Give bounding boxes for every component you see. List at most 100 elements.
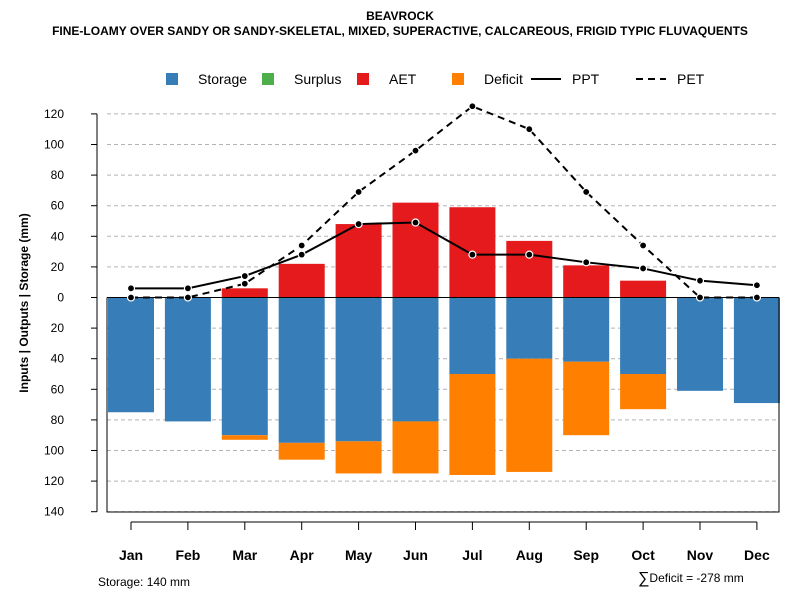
point-pet-sep	[582, 187, 591, 197]
legend-swatch-deficit	[452, 73, 464, 85]
bar-deficit-jun	[392, 421, 439, 474]
y-tick-label: 120	[44, 107, 64, 121]
y-tick-label: 60	[51, 382, 65, 396]
y-tick-label: 40	[51, 352, 65, 366]
y-tick-label: 0	[57, 291, 64, 305]
point-pet-aug	[525, 125, 534, 134]
y-tick-label: 80	[51, 168, 65, 182]
point-ppt-sep	[582, 258, 591, 267]
bar-deficit-mar	[221, 435, 268, 440]
point-ppt-may	[354, 219, 363, 229]
y-tick-label: 120	[44, 474, 64, 488]
x-tick-label-oct: Oct	[631, 547, 655, 563]
point-ppt-apr	[297, 250, 306, 259]
bar-deficit-may	[335, 441, 382, 474]
x-tick-label-apr: Apr	[290, 547, 315, 563]
bar-aet-oct	[620, 280, 667, 298]
bar-aet-may	[335, 224, 382, 298]
bar-deficit-apr	[278, 442, 325, 460]
bar-storage-mar	[221, 297, 268, 436]
bar-aet-apr	[278, 263, 325, 298]
x-tick-label-jun: Jun	[403, 547, 428, 563]
x-tick-label-aug: Aug	[516, 547, 543, 563]
bar-storage-jun	[392, 297, 439, 422]
point-ppt-dec	[752, 281, 762, 290]
point-pet-apr	[297, 241, 306, 250]
point-ppt-aug	[525, 250, 534, 259]
y-tick-label: 40	[51, 229, 65, 243]
point-ppt-jul	[468, 250, 477, 259]
bars	[108, 202, 780, 475]
y-tick-label: 20	[51, 260, 65, 274]
legend-label-ppt: PPT	[572, 71, 600, 87]
legend-swatch-surplus	[262, 73, 274, 85]
y-tick-label: 80	[51, 413, 65, 427]
legend-label-deficit: Deficit	[484, 71, 523, 87]
bar-storage-sep	[563, 297, 610, 362]
point-pet-jul	[468, 102, 477, 111]
x-tick-label-jan: Jan	[119, 547, 143, 563]
point-pet-jan	[126, 293, 136, 302]
legend-label-surplus: Surplus	[294, 71, 341, 87]
x-tick-label-nov: Nov	[687, 547, 714, 563]
line-ppt	[131, 221, 757, 290]
bar-storage-oct	[620, 297, 667, 374]
point-ppt-oct	[638, 264, 648, 273]
series-lines	[126, 102, 762, 302]
bar-deficit-jul	[449, 374, 496, 475]
x-tick-label-mar: Mar	[232, 547, 257, 563]
y-tick-label: 20	[51, 321, 65, 335]
point-ppt-feb	[183, 284, 192, 293]
legend-swatch-aet	[357, 73, 369, 85]
x-tick-label-sep: Sep	[573, 547, 599, 563]
bar-storage-dec	[733, 297, 780, 404]
sigma-symbol: ∑	[638, 570, 650, 587]
point-pet-may	[354, 187, 363, 197]
bar-storage-apr	[278, 297, 325, 443]
point-ppt-nov	[695, 276, 705, 285]
x-tick-label-dec: Dec	[744, 547, 770, 563]
point-ppt-jan	[126, 284, 136, 293]
y-tick-label: 100	[44, 138, 64, 152]
legend: Storage Surplus AET Deficit PPT PET	[166, 71, 705, 87]
point-ppt-jun	[411, 218, 420, 227]
y-tick-label: 140	[44, 505, 64, 519]
bar-deficit-sep	[563, 361, 610, 436]
legend-label-pet: PET	[677, 71, 705, 87]
y-axis-label: Inputs | Outputs | Storage (mm)	[17, 213, 31, 392]
chart-subtitle: FINE-LOAMY OVER SANDY OR SANDY-SKELETAL,…	[52, 24, 748, 38]
bar-storage-jul	[449, 297, 496, 374]
x-tick-label-may: May	[345, 547, 372, 563]
point-pet-oct	[638, 241, 648, 250]
bar-deficit-oct	[620, 374, 667, 410]
point-ppt-mar	[240, 271, 249, 281]
bar-aet-aug	[506, 240, 553, 298]
point-pet-dec	[752, 293, 762, 302]
point-pet-mar	[240, 279, 249, 288]
point-pet-feb	[183, 293, 192, 302]
bar-storage-jan	[108, 297, 154, 413]
plot-border	[106, 297, 780, 513]
chart-title: BEAVROCK	[366, 9, 434, 23]
bar-aet-mar	[221, 288, 268, 298]
point-pet-nov	[695, 293, 705, 302]
line-pet	[131, 105, 757, 299]
x-tick-label-feb: Feb	[175, 547, 200, 563]
bar-aet-sep	[563, 265, 610, 298]
y-tick-label: 60	[51, 199, 65, 213]
axes: 120 100 80 60 40 20 0 20 40 60 80 100 120 140 Jan Feb Ma…	[44, 107, 780, 563]
bar-aet-jun	[392, 202, 439, 298]
storage-note: Storage: 140 mm	[98, 575, 191, 589]
legend-label-aet: AET	[389, 71, 417, 87]
bar-storage-nov	[677, 297, 723, 391]
legend-label-storage: Storage	[198, 71, 247, 87]
x-tick-label-jul: Jul	[462, 547, 482, 563]
y-tick-label: 100	[44, 444, 64, 458]
legend-swatch-storage	[166, 73, 178, 85]
bar-deficit-aug	[506, 358, 553, 472]
bar-storage-may	[335, 297, 382, 442]
deficit-note: ∑Deficit = -278 mm	[638, 570, 744, 588]
deficit-note-text: Deficit = -278 mm	[649, 571, 744, 585]
